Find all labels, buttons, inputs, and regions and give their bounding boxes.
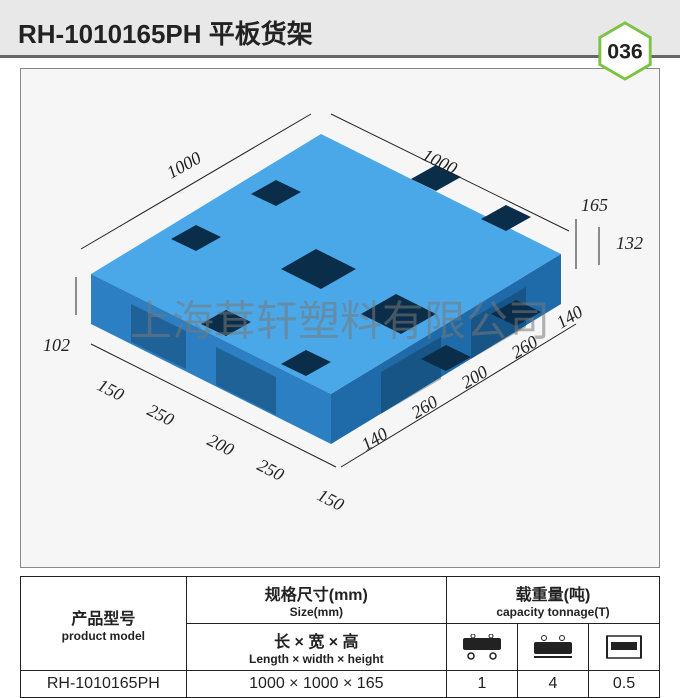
dim-deck-thickness: 102 [43,335,70,355]
cell-cap-rack: 0.5 [588,671,659,698]
item-number-badge: 036 [594,20,656,82]
dim-rs3: 260 [408,391,441,422]
dim-ls1: 250 [144,400,177,430]
product-diagram-area: 1000 1000 165 132 102 150 250 200 250 15… [20,68,660,568]
cell-cap-static: 4 [517,671,588,698]
col-cap-en: capacity tonnage(T) [453,605,653,619]
col-size-sub-cn: 长 × 宽 × 高 [274,634,358,651]
item-number: 036 [607,40,643,64]
dim-rs4: 140 [358,423,391,454]
dim-height-inner: 132 [616,233,643,253]
dim-rs2: 200 [458,361,491,392]
col-model-en: product model [27,629,180,643]
col-size-sub: 长 × 宽 × 高 Length × width × height [186,624,446,671]
dynamic-load-icon [459,634,505,660]
col-cap-cn: 载重量(吨) [516,587,591,604]
dim-rs0: 140 [553,301,586,332]
dim-top-left: 1000 [163,148,204,183]
watermark-text: 上海茸轩塑料有限公司 [130,288,550,349]
spec-table: 产品型号 product model 规格尺寸(mm) Size(mm) 载重量… [20,576,660,698]
static-load-icon [530,634,576,660]
col-model-header: 产品型号 product model [21,577,187,671]
rack-load-icon [601,634,647,660]
cell-size: 1000 × 1000 × 165 [186,671,446,698]
cap-icon-static [517,624,588,671]
col-size-cn: 规格尺寸(mm) [265,587,368,604]
dim-ls0: 150 [94,375,127,405]
col-size-header: 规格尺寸(mm) Size(mm) [186,577,446,624]
page-title: RH-1010165PH 平板货架 [18,14,662,51]
cell-cap-dynamic: 1 [446,671,517,698]
dim-ls4: 150 [314,485,347,515]
col-size-en: Size(mm) [193,605,440,619]
col-capacity-header: 载重量(吨) capacity tonnage(T) [446,577,659,624]
header-bar: RH-1010165PH 平板货架 036 [0,0,680,58]
table-row: RH-1010165PH 1000 × 1000 × 165 1 4 0.5 [21,671,660,698]
cap-icon-rack [588,624,659,671]
cell-model: RH-1010165PH [21,671,187,698]
col-model-cn: 产品型号 [71,611,135,628]
dim-ls3: 250 [254,455,287,485]
col-size-sub-en: Length × width × height [193,652,440,666]
dim-height-total: 165 [581,195,608,215]
dim-ls2: 200 [204,430,237,460]
cap-icon-dynamic [446,624,517,671]
